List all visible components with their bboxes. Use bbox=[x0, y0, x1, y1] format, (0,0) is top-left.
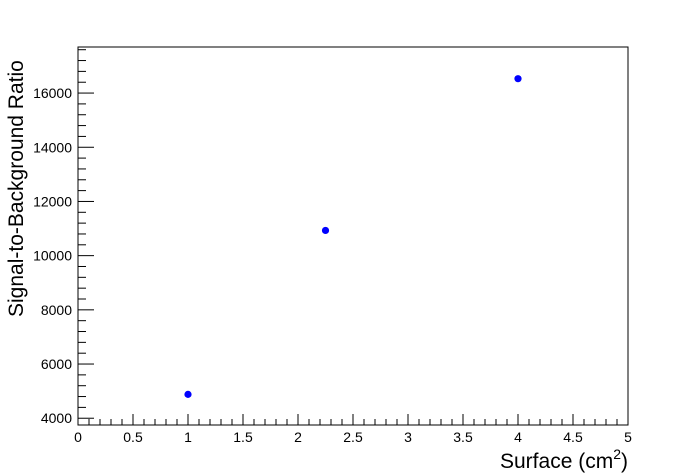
x-axis-title-close: ) bbox=[621, 450, 628, 473]
x-axis-title-main: Surface (cm bbox=[500, 450, 613, 473]
x-tick-label: 3 bbox=[404, 429, 412, 445]
y-tick-label: 16000 bbox=[33, 85, 72, 101]
x-tick-label: 1 bbox=[184, 429, 192, 445]
y-tick-label: 8000 bbox=[41, 302, 72, 318]
data-points bbox=[184, 75, 522, 398]
x-tick-label: 3.5 bbox=[453, 429, 473, 445]
x-axis-ticks bbox=[77, 414, 629, 425]
y-tick-label: 14000 bbox=[33, 139, 72, 155]
y-tick-label: 12000 bbox=[33, 193, 72, 209]
x-tick-label: 0 bbox=[74, 429, 82, 445]
y-axis-ticks bbox=[78, 49, 94, 419]
x-axis-title-superscript: 2 bbox=[613, 446, 621, 462]
data-point bbox=[321, 226, 330, 235]
data-point bbox=[514, 75, 522, 83]
y-tick-label: 4000 bbox=[41, 410, 72, 426]
x-tick-label: 0.5 bbox=[123, 429, 143, 445]
x-tick-label: 2.5 bbox=[343, 429, 363, 445]
x-tick-label: 4 bbox=[514, 429, 522, 445]
x-tick-label: 4.5 bbox=[563, 429, 583, 445]
x-tick-label: 5 bbox=[624, 429, 632, 445]
data-point bbox=[184, 390, 192, 398]
y-tick-label: 6000 bbox=[41, 356, 72, 372]
y-axis-tick-labels: 4000 6000 8000 10000 12000 14000 16000 bbox=[33, 85, 72, 426]
x-tick-label: 2 bbox=[294, 429, 302, 445]
y-tick-label: 10000 bbox=[33, 248, 72, 264]
y-axis-title: Signal-to-Background Ratio bbox=[5, 60, 28, 317]
x-axis-title: Surface (cm2) bbox=[500, 446, 628, 473]
x-tick-label: 1.5 bbox=[233, 429, 253, 445]
x-axis-tick-labels: 0 0.5 1 1.5 2 2.5 3 3.5 4 4.5 5 bbox=[74, 429, 632, 445]
plot-frame bbox=[77, 46, 629, 426]
